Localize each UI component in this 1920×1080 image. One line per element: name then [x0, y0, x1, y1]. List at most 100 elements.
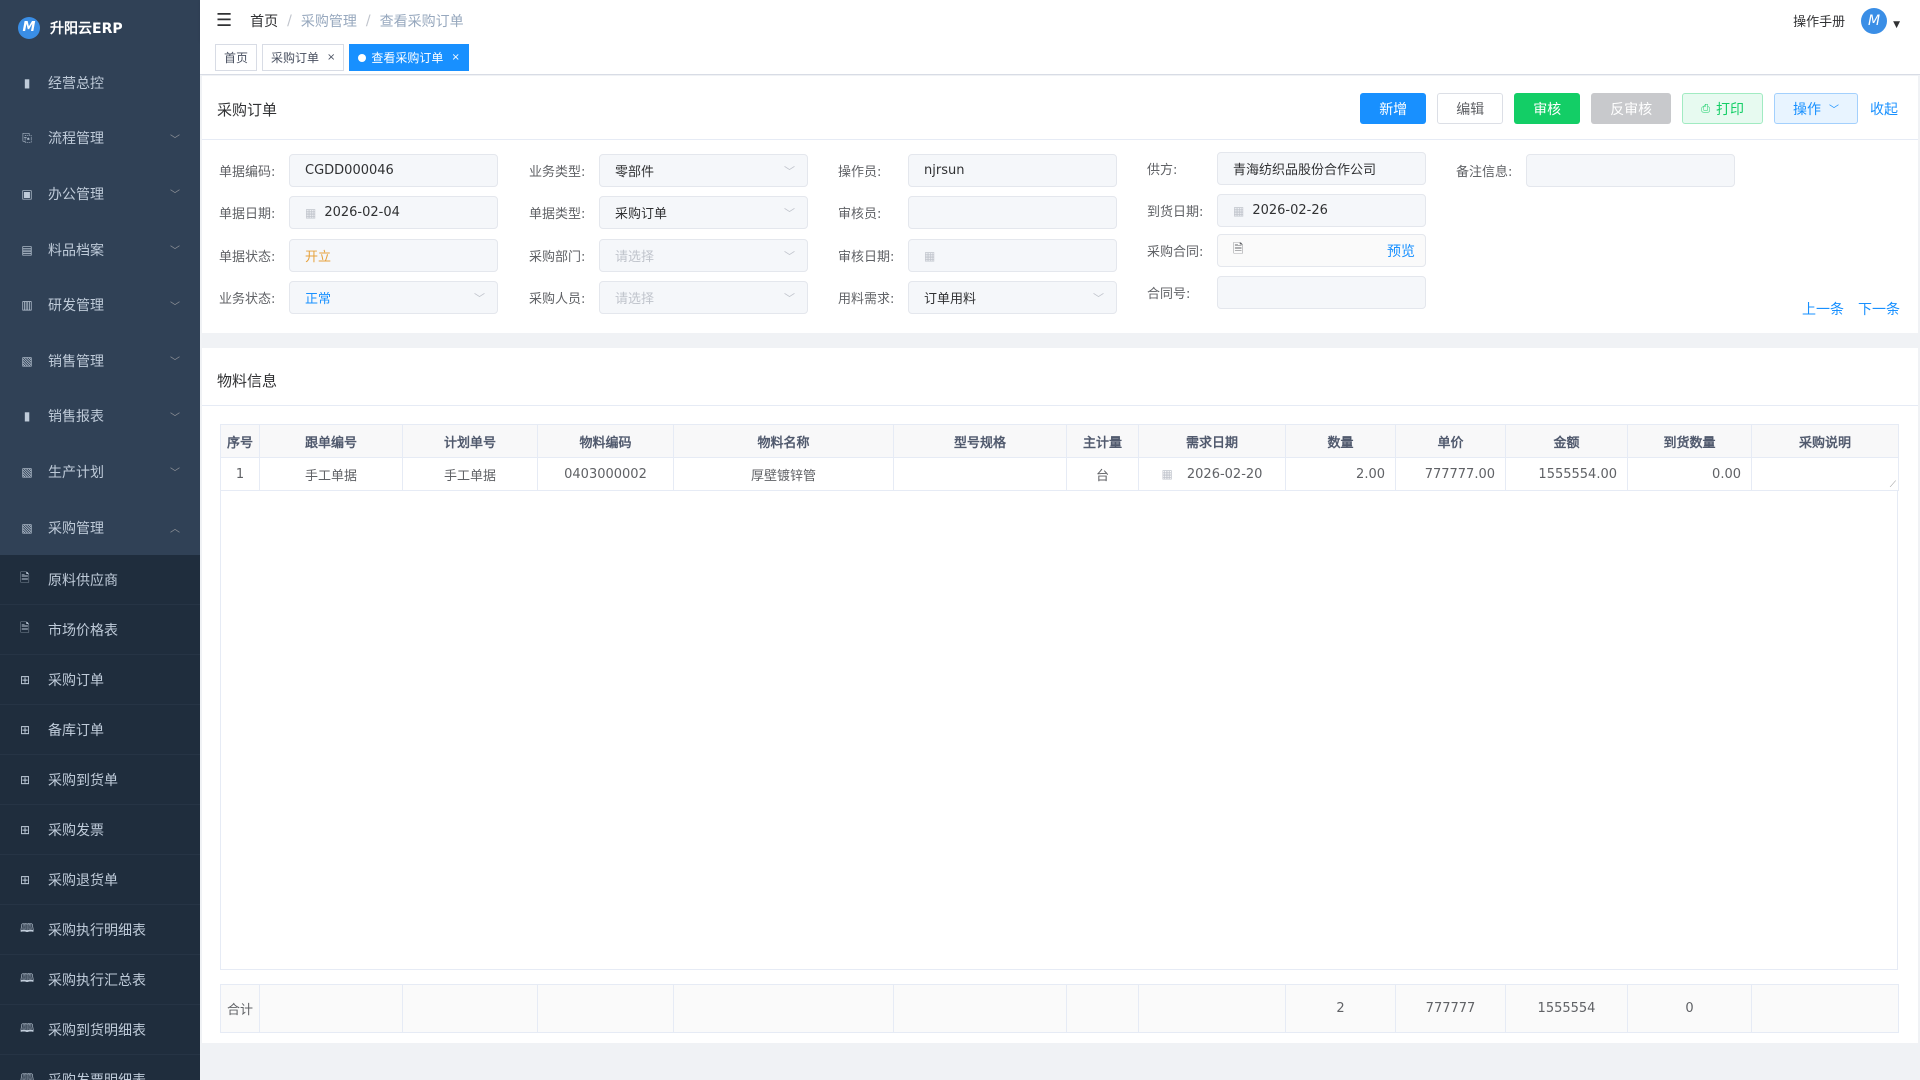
prev-record-link[interactable]: 上一条	[1802, 302, 1844, 318]
table-icon: ⊞	[20, 872, 31, 887]
manual-link[interactable]: 操作手册	[1793, 15, 1846, 30]
table-body-empty-area	[220, 490, 1898, 970]
chevron-down-icon: ﹀	[784, 164, 795, 178]
column-header[interactable]: 主计量	[1066, 424, 1139, 458]
biz-type-select[interactable]: 零部件 ﹀	[599, 154, 808, 187]
order-card: 采购订单 新增 编辑 审核 反审核 ⎙ 打印 操作 ﹀ 收起 单据编码: CGDD00…	[202, 76, 1918, 333]
supplier-input[interactable]: 青海纺织品股份合作公司	[1217, 152, 1426, 185]
field-buyer: 采购人员: 请选择 ﹀	[529, 281, 808, 314]
column-header[interactable]: 到货数量	[1627, 424, 1752, 458]
contract-no-input[interactable]	[1217, 276, 1426, 309]
status-input[interactable]: 开立	[289, 239, 498, 272]
avatar[interactable]: M	[1861, 7, 1888, 34]
edit-button[interactable]: 编辑	[1437, 93, 1504, 124]
unaudit-button[interactable]: 反审核	[1591, 93, 1672, 124]
sidebar-subitem-label: 采购执行明细表	[48, 922, 146, 939]
sidebar-subitem[interactable]: 🗎 原料供应商	[0, 555, 200, 606]
summary-cell	[1066, 984, 1139, 1033]
field-label: 单据状态:	[219, 250, 276, 265]
print-button[interactable]: ⎙ 打印	[1682, 93, 1763, 124]
sidebar-subitem[interactable]: ⊞ 采购到货单	[0, 755, 200, 806]
code-input[interactable]: CGDD000046	[289, 154, 498, 187]
remark-input[interactable]	[1526, 154, 1735, 187]
chevron-down-icon: ﹀	[170, 301, 180, 313]
preview-link[interactable]: 预览	[1387, 243, 1415, 260]
breadcrumb-home[interactable]: 首页	[250, 13, 279, 30]
auditor-input[interactable]	[908, 196, 1117, 229]
sidebar-item[interactable]: ▮ 经营总控	[0, 55, 200, 111]
sidebar-subitem[interactable]: ⊞ 采购发票	[0, 805, 200, 856]
cell: 0403000002	[537, 457, 674, 491]
breadcrumb-purchase[interactable]: 采购管理	[300, 13, 357, 30]
sidebar-item[interactable]: ▧ 生产计划 ﹀	[0, 444, 200, 500]
column-header[interactable]: 需求日期	[1138, 424, 1286, 458]
resize-handle-icon[interactable]: ⟋	[1889, 480, 1896, 490]
purchase-icon: ▧	[21, 520, 33, 535]
sidebar-subitem[interactable]: ⊞ 采购订单	[0, 655, 200, 706]
close-icon[interactable]: ×	[451, 52, 460, 63]
sidebar-item[interactable]: ▧ 采购管理 ︿	[0, 500, 200, 556]
date-value: 2026-02-04	[324, 205, 400, 220]
column-header[interactable]: 采购说明	[1751, 424, 1899, 458]
sidebar-subitem[interactable]: 🕮 采购到货明细表	[0, 1005, 200, 1056]
sidebar-item[interactable]: ⎘ 流程管理 ﹀	[0, 111, 200, 167]
summary-cell	[537, 984, 674, 1033]
tab-view-purchase-order[interactable]: 查看采购订单 ×	[349, 44, 469, 71]
next-record-link[interactable]: 下一条	[1858, 302, 1900, 318]
sidebar-subitem-label: 备库订单	[48, 722, 104, 739]
cell: 手工单据	[402, 457, 538, 491]
contract-upload[interactable]: 🗎 预览	[1217, 234, 1426, 267]
add-button[interactable]: 新增	[1360, 93, 1427, 124]
sidebar-item[interactable]: ▮ 销售报表 ﹀	[0, 389, 200, 445]
arrival-date-input[interactable]: ▦ 2026-02-26	[1217, 194, 1426, 227]
column-header[interactable]: 物料名称	[673, 424, 894, 458]
column-header[interactable]: 计划单号	[402, 424, 538, 458]
sidebar-subitem[interactable]: 🕮 采购发票明细表	[0, 1055, 200, 1080]
buyer-select[interactable]: 请选择 ﹀	[599, 281, 808, 314]
book-icon: 🕮	[20, 1021, 35, 1036]
sidebar-item-label: 销售报表	[48, 409, 104, 426]
table-row[interactable]: 1 手工单据 手工单据 0403000002 厚壁镀锌管台 ▦ 2026-02-20 2.00…	[220, 457, 1899, 491]
field-label: 供方:	[1147, 163, 1178, 178]
operator-input[interactable]: njrsun	[908, 154, 1117, 187]
materials-card: 物料信息 序号 跟单编号 计划单号 物料编码 物料名称 型号规格 主计量 需求日期 数量 单价 金额…	[202, 348, 1918, 1043]
tab-purchase-order[interactable]: 采购订单 ×	[262, 44, 345, 71]
archive-icon: ▤	[21, 242, 33, 257]
operate-dropdown[interactable]: 操作 ﹀	[1774, 93, 1858, 124]
sidebar-subitem[interactable]: 🕮 采购执行明细表	[0, 905, 200, 956]
column-header[interactable]: 跟单编号	[259, 424, 403, 458]
remark-cell-input[interactable]: ⟋	[1751, 457, 1899, 491]
column-header[interactable]: 单价	[1395, 424, 1506, 458]
summary-cell	[402, 984, 538, 1033]
column-header[interactable]: 数量	[1285, 424, 1396, 458]
material-need-select[interactable]: 订单用料 ﹀	[908, 281, 1117, 314]
sidebar-subitem[interactable]: 🗎 市场价格表	[0, 605, 200, 656]
caret-down-icon[interactable]: ▼	[1893, 19, 1900, 30]
audit-date-input[interactable]: ▦	[908, 239, 1117, 272]
date-input[interactable]: ▦ 2026-02-04	[289, 196, 498, 229]
column-header[interactable]: 型号规格	[893, 424, 1067, 458]
sidebar-subitem[interactable]: ⊞ 备库订单	[0, 705, 200, 756]
audit-button[interactable]: 审核	[1514, 93, 1581, 124]
column-header[interactable]: 序号	[220, 424, 260, 458]
column-header[interactable]: 物料编码	[537, 424, 674, 458]
code-value: CGDD000046	[305, 163, 394, 178]
hamburger-icon[interactable]: ☰	[216, 10, 233, 31]
sidebar-item[interactable]: ▥ 研发管理 ﹀	[0, 277, 200, 333]
tab-home[interactable]: 首页	[215, 44, 258, 71]
sidebar-item[interactable]: ▤ 料品档案 ﹀	[0, 222, 200, 278]
sidebar-item[interactable]: ▧ 销售管理 ﹀	[0, 333, 200, 389]
sidebar-subitem[interactable]: ⊞ 采购退货单	[0, 855, 200, 906]
biz-status-select[interactable]: 正常 ﹀	[289, 281, 498, 314]
sidebar-subitem[interactable]: 🕮 采购执行汇总表	[0, 955, 200, 1006]
close-icon[interactable]: ×	[327, 52, 336, 63]
sidebar-subitem-label: 市场价格表	[48, 622, 118, 639]
doc-type-select[interactable]: 采购订单 ﹀	[599, 196, 808, 229]
collapse-link[interactable]: 收起	[1870, 101, 1898, 118]
sidebar-item[interactable]: ▣ 办公管理 ﹀	[0, 166, 200, 222]
logo[interactable]: M 升阳云ERP	[0, 0, 200, 55]
column-header[interactable]: 金额	[1505, 424, 1628, 458]
summary-cell	[893, 984, 1067, 1033]
dept-select[interactable]: 请选择 ﹀	[599, 239, 808, 272]
app-title: 升阳云ERP	[50, 20, 123, 37]
